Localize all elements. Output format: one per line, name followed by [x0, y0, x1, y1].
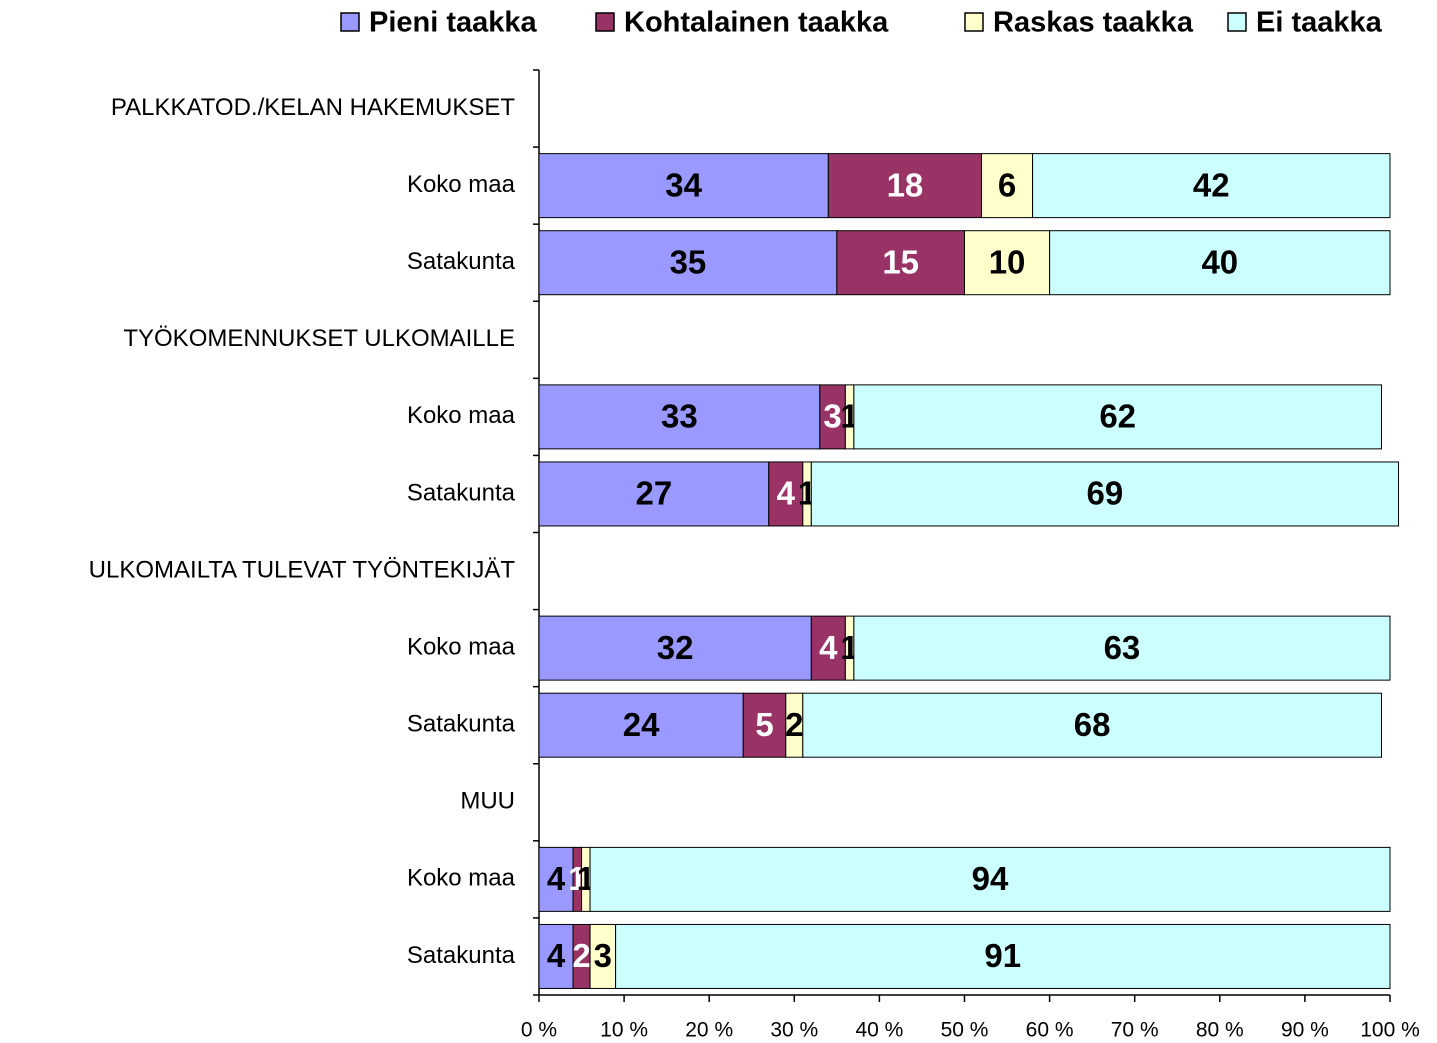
data-label: 32: [657, 629, 694, 666]
category-label: Satakunta: [407, 942, 516, 969]
category-label: Koko maa: [407, 402, 516, 429]
category-label: PALKKATOD./KELAN HAKEMUKSET: [111, 94, 515, 121]
bar-segment: [538, 461, 770, 527]
data-label: 24: [623, 706, 660, 743]
legend-label: Pieni taakka: [369, 7, 538, 39]
data-label: 35: [670, 243, 707, 280]
data-label: 4: [777, 475, 796, 512]
x-tick-label: 100 %: [1360, 1019, 1420, 1042]
data-label: 42: [1193, 166, 1230, 203]
bar-segment: [964, 230, 1051, 296]
x-tick-label: 70 %: [1111, 1019, 1159, 1042]
legend-label: Kohtalainen taakka: [624, 7, 889, 39]
x-tick-label: 10 %: [600, 1019, 648, 1042]
bar-segment: [538, 615, 812, 681]
category-label: TYÖKOMENNUKSET ULKOMAILLE: [123, 325, 515, 352]
x-tick-label: 90 %: [1281, 1019, 1329, 1042]
data-label: 4: [819, 629, 838, 666]
bar-segment: [742, 692, 787, 758]
legend-swatch: [1227, 12, 1247, 32]
bar-segment: [853, 384, 1382, 450]
category-label: Satakunta: [407, 248, 516, 275]
bar-segment: [836, 230, 965, 296]
category-label: Satakunta: [407, 479, 516, 506]
data-label: 62: [1099, 398, 1136, 435]
data-label: 94: [972, 860, 1009, 897]
x-tick-label: 60 %: [1026, 1019, 1074, 1042]
category-label: MUU: [460, 788, 515, 815]
legend-swatch: [340, 12, 360, 32]
bar-segment: [538, 384, 821, 450]
data-label: 15: [882, 243, 919, 280]
bar-segment: [827, 153, 983, 219]
data-label: 5: [755, 706, 773, 743]
data-label: 34: [665, 166, 702, 203]
bar-segment: [615, 923, 1391, 989]
data-label: 27: [636, 475, 673, 512]
data-label: 2: [572, 937, 590, 974]
bar-segment: [1049, 230, 1391, 296]
data-label: 40: [1201, 243, 1238, 280]
legend-label: Ei taakka: [1256, 7, 1383, 39]
data-label: 10: [989, 243, 1026, 280]
bar-segment: [538, 153, 829, 219]
bar-segment: [819, 384, 846, 450]
category-label: Koko maa: [407, 633, 516, 660]
x-tick-label: 20 %: [685, 1019, 733, 1042]
bar-segment: [981, 153, 1034, 219]
data-label: 2: [785, 706, 803, 743]
data-label: 3: [823, 398, 841, 435]
data-label: 4: [547, 937, 566, 974]
bar-segment: [810, 461, 1400, 527]
data-label: 33: [661, 398, 698, 435]
x-tick-label: 80 %: [1196, 1019, 1244, 1042]
x-tick-label: 30 %: [770, 1019, 818, 1042]
bar-segment: [853, 615, 1391, 681]
bar-segment: [538, 923, 574, 989]
category-label: ULKOMAILTA TULEVAT TYÖNTEKIJÄT: [89, 556, 516, 583]
bar-segment: [589, 846, 1391, 912]
legend-label: Raskas taakka: [993, 7, 1194, 39]
data-label: 6: [998, 166, 1016, 203]
x-tick-label: 0 %: [521, 1019, 557, 1042]
category-label: Satakunta: [407, 711, 516, 738]
category-label: Koko maa: [407, 171, 516, 198]
bar-segment: [802, 692, 1382, 758]
bar-segment: [589, 923, 617, 989]
data-label: 69: [1087, 475, 1124, 512]
data-label: 63: [1104, 629, 1141, 666]
x-tick-label: 40 %: [855, 1019, 903, 1042]
data-label: 68: [1074, 706, 1111, 743]
data-label: 91: [984, 937, 1021, 974]
category-label: Koko maa: [407, 865, 516, 892]
data-label: 4: [547, 860, 566, 897]
bar-segment: [768, 461, 804, 527]
bar-segment: [810, 615, 846, 681]
legend-swatch: [595, 12, 615, 32]
legend-swatch: [964, 12, 984, 32]
data-label: 3: [594, 937, 612, 974]
data-label: 18: [887, 166, 924, 203]
x-tick-label: 50 %: [941, 1019, 989, 1042]
bar-segment: [1032, 153, 1391, 219]
bar-segment: [538, 692, 744, 758]
